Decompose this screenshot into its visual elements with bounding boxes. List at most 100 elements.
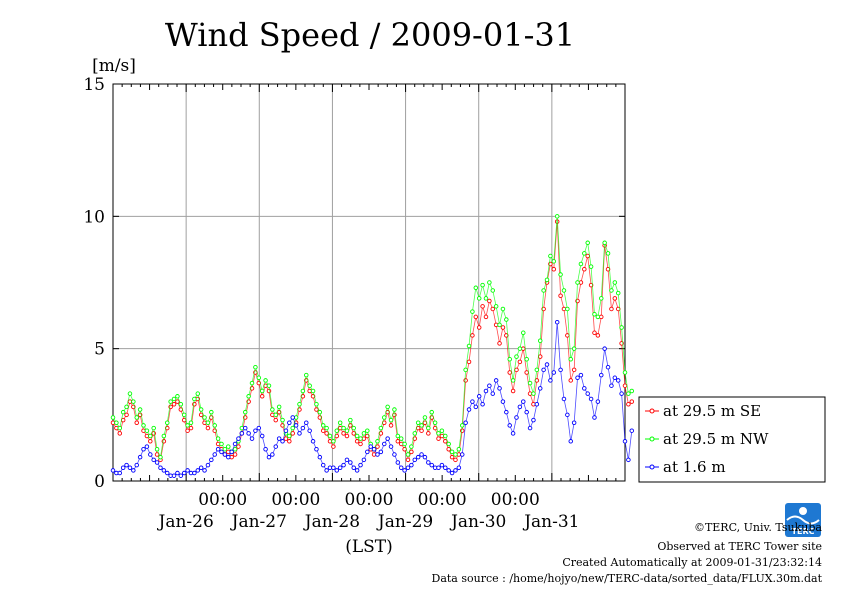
data-point — [297, 401, 302, 407]
data-point — [453, 452, 458, 457]
data-point — [198, 465, 204, 471]
data-point — [493, 378, 499, 383]
data-point — [392, 407, 397, 412]
data-point — [253, 364, 258, 370]
legend-label: at 29.5 m NW — [663, 430, 769, 448]
data-point — [395, 439, 401, 444]
data-point — [358, 462, 363, 468]
data-point — [317, 409, 323, 415]
data-point — [148, 452, 153, 457]
data-point — [171, 396, 177, 402]
data-point — [483, 314, 489, 320]
y-tick-label: 5 — [94, 340, 105, 360]
data-point — [402, 441, 407, 447]
data-point — [222, 452, 228, 457]
data-point — [249, 380, 255, 386]
data-point — [398, 465, 404, 471]
data-point — [192, 470, 197, 476]
data-point — [276, 404, 282, 410]
data-point — [242, 425, 248, 431]
x-time-label: 00:00 — [345, 490, 394, 510]
data-point — [263, 446, 268, 452]
data-point — [439, 462, 445, 468]
data-point — [344, 457, 350, 463]
data-point — [341, 431, 346, 436]
data-point — [175, 394, 180, 399]
data-point — [470, 333, 475, 338]
data-point — [426, 431, 431, 436]
data-point — [609, 383, 614, 388]
data-point — [490, 288, 496, 293]
data-point — [609, 306, 614, 312]
data-point — [619, 325, 624, 330]
data-point — [270, 452, 275, 457]
y-tick-label: 10 — [83, 207, 105, 227]
data-point — [161, 468, 167, 473]
data-point — [144, 444, 150, 449]
logo-droplet — [799, 507, 807, 515]
data-point — [470, 399, 475, 404]
data-point — [185, 423, 190, 428]
data-point — [443, 465, 448, 471]
observed-text: Observed at TERC Tower site — [657, 540, 822, 553]
data-point — [144, 428, 150, 433]
data-point — [561, 396, 567, 402]
data-point — [402, 468, 407, 473]
data-point — [571, 420, 577, 426]
data-point — [500, 399, 506, 404]
data-point — [320, 462, 326, 468]
data-point — [307, 383, 312, 388]
data-point — [178, 401, 184, 407]
data-point — [337, 420, 343, 426]
data-point — [524, 370, 529, 375]
data-point — [409, 444, 414, 449]
data-point — [612, 375, 618, 381]
data-point — [432, 420, 438, 426]
data-point — [348, 417, 353, 423]
data-point — [287, 439, 292, 444]
data-point — [592, 330, 597, 336]
data-point — [622, 439, 628, 444]
data-point — [476, 325, 482, 330]
series-3 — [110, 319, 635, 478]
data-point — [205, 425, 211, 431]
data-point — [151, 425, 156, 431]
data-point — [507, 357, 512, 362]
data-point — [541, 288, 546, 293]
data-point — [466, 407, 472, 412]
data-point — [327, 433, 333, 439]
data-point — [544, 362, 550, 367]
data-point — [609, 288, 614, 293]
data-point — [571, 346, 577, 351]
data-point — [158, 465, 163, 471]
legend-marker — [649, 408, 655, 414]
data-point — [154, 460, 160, 465]
data-point — [395, 433, 401, 439]
data-point — [599, 372, 604, 378]
data-point — [382, 441, 387, 447]
data-point — [453, 457, 458, 463]
data-point — [215, 446, 221, 452]
data-point — [436, 465, 441, 471]
data-point — [297, 431, 302, 436]
data-point — [514, 367, 519, 373]
data-point — [154, 446, 160, 452]
data-point — [524, 409, 529, 415]
legend-marker — [649, 436, 655, 442]
data-point — [348, 460, 353, 465]
data-point — [626, 401, 631, 407]
data-point — [307, 428, 312, 433]
data-point — [419, 428, 424, 433]
data-point — [175, 470, 180, 476]
data-point — [398, 436, 404, 441]
data-point — [422, 454, 428, 460]
data-point — [351, 431, 356, 436]
data-point — [507, 423, 512, 428]
x-date-label: Jan-31 — [522, 512, 579, 532]
data-point — [558, 293, 563, 298]
data-point — [185, 468, 190, 473]
data-point — [527, 380, 533, 386]
data-point — [171, 473, 177, 478]
data-point — [588, 396, 594, 402]
data-point — [165, 470, 170, 476]
